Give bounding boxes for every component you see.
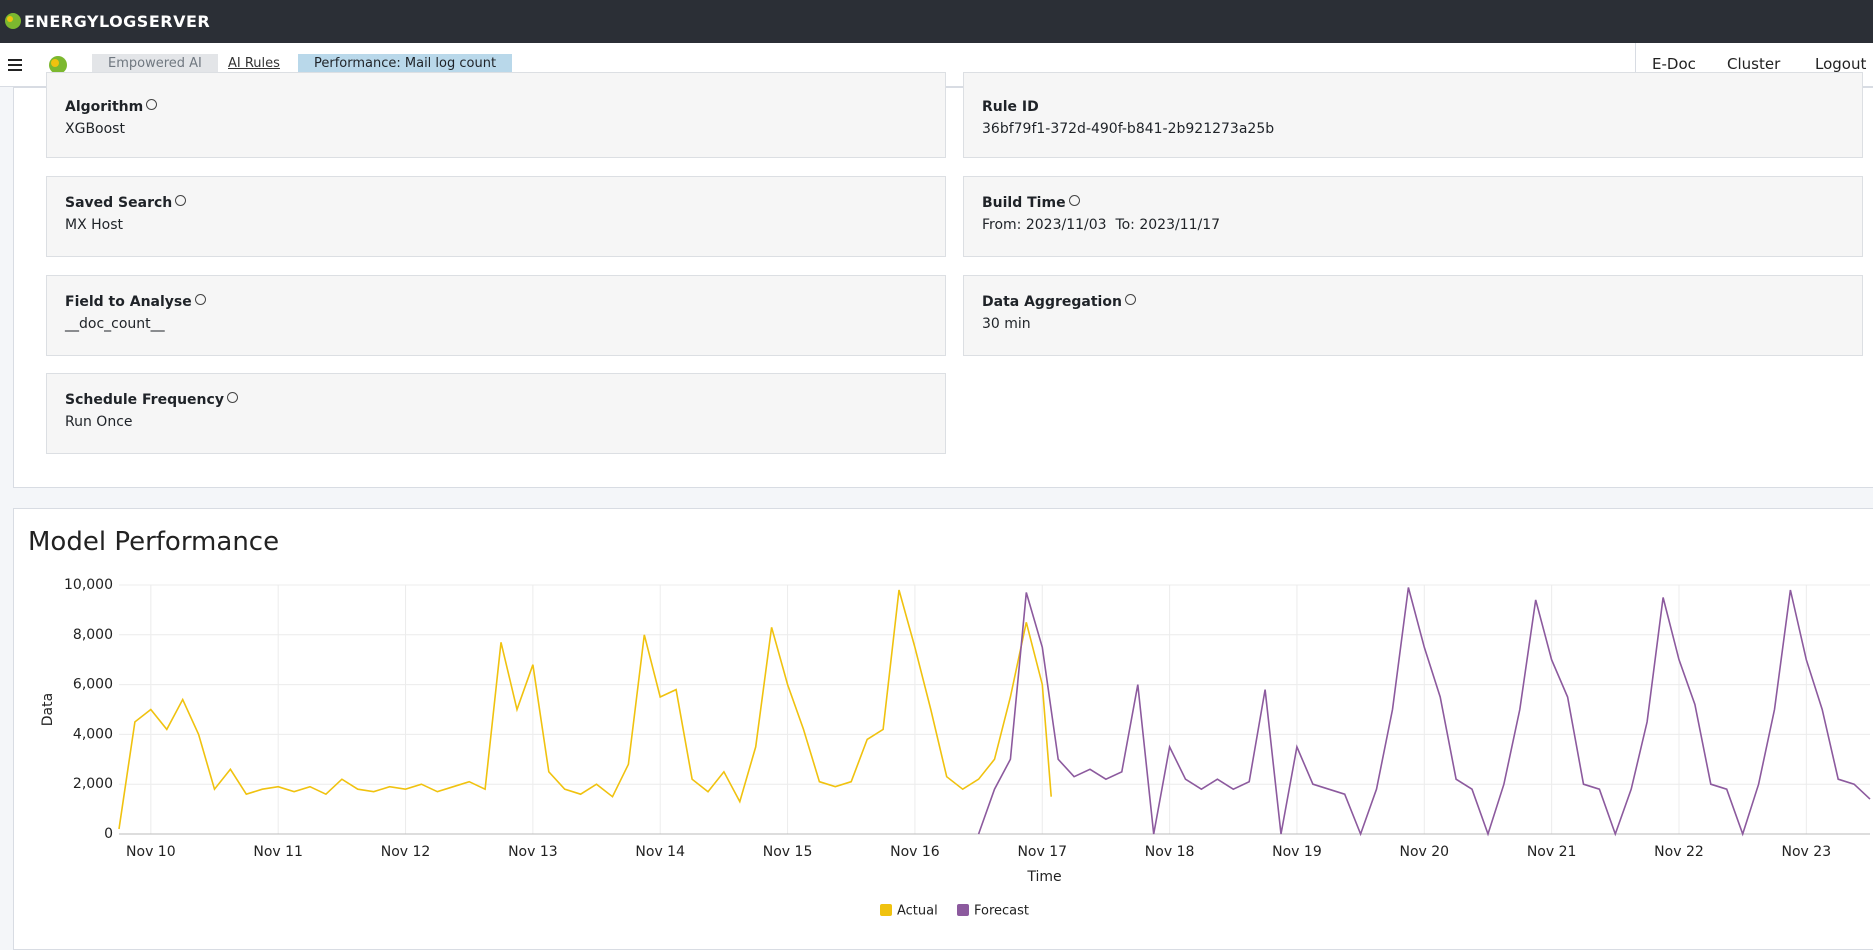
x-tick-label: Nov 16 <box>890 844 940 860</box>
x-tick-label: Nov 21 <box>1527 844 1577 860</box>
nav-link[interactable]: E-Doc <box>1652 55 1696 73</box>
x-tick-label: Nov 18 <box>1145 844 1195 860</box>
menu-icon[interactable] <box>6 55 26 75</box>
x-tick-label: Nov 11 <box>253 844 303 860</box>
legend-label: Forecast <box>974 904 1029 919</box>
x-tick-label: Nov 20 <box>1399 844 1449 860</box>
info-icon[interactable] <box>194 294 206 305</box>
top-bar: ENERGYLOGSERVER <box>0 0 1873 43</box>
field-label: Schedule Frequency <box>65 392 238 408</box>
breadcrumb[interactable]: AI Rules <box>228 56 280 71</box>
nav-link[interactable]: Logout <box>1815 55 1867 73</box>
legend-label: Actual <box>897 904 938 919</box>
info-icon[interactable] <box>1124 294 1136 305</box>
field-card: Field to Analyse __doc_count__ <box>46 275 946 356</box>
x-tick-label: Nov 22 <box>1654 844 1704 860</box>
x-tick-label: Nov 14 <box>635 844 685 860</box>
field-value: 36bf79f1-372d-490f-b841-2b921273a25b <box>982 121 1275 137</box>
info-icon[interactable] <box>175 195 187 206</box>
x-tick-label: Nov 15 <box>763 844 813 860</box>
field-value: 30 min <box>982 316 1031 332</box>
field-label: Saved Search <box>65 195 187 211</box>
field-label: Rule ID <box>982 99 1039 115</box>
field-label: Algorithm <box>65 99 158 115</box>
performance-panel <box>13 508 1873 950</box>
logo: ENERGYLOGSERVER <box>24 12 211 31</box>
line-series <box>977 587 1871 837</box>
panel-title: Model Performance <box>28 527 280 557</box>
field-label-text: Rule ID <box>982 99 1039 115</box>
x-tick-label: Nov 13 <box>508 844 558 860</box>
y-tick-label: 4,000 <box>73 726 113 742</box>
info-icon[interactable] <box>226 392 238 403</box>
field-value: From: 2023/11/03 To: 2023/11/17 <box>982 217 1221 233</box>
home-icon[interactable] <box>46 53 70 77</box>
x-tick-label: Nov 19 <box>1272 844 1322 860</box>
x-tick-label: Nov 23 <box>1782 844 1832 860</box>
field-label: Field to Analyse <box>65 294 206 310</box>
divider <box>1635 43 1636 86</box>
legend-swatch <box>957 904 969 916</box>
field-value: Run Once <box>65 414 133 430</box>
nav-link[interactable]: Cluster <box>1727 55 1781 73</box>
field-label-text: Schedule Frequency <box>65 392 224 408</box>
logo-icon <box>5 13 21 29</box>
field-value: __doc_count__ <box>65 316 165 332</box>
x-tick-label: Nov 17 <box>1017 844 1067 860</box>
y-tick-label: 6,000 <box>73 677 113 693</box>
field-card: Build Time From: 2023/11/03 To: 2023/11/1… <box>963 176 1863 257</box>
field-label-text: Field to Analyse <box>65 294 192 310</box>
y-tick-label: 8,000 <box>73 627 113 643</box>
field-label: Data Aggregation <box>982 294 1136 310</box>
field-label: Build Time <box>982 195 1080 211</box>
x-tick-label: Nov 10 <box>126 844 176 860</box>
y-tick-label: 10,000 <box>64 577 113 593</box>
field-label-text: Build Time <box>982 195 1066 211</box>
field-card: Schedule Frequency Run Once <box>46 373 946 454</box>
field-card: Rule ID 36bf79f1-372d-490f-b841-2b921273a… <box>963 72 1863 158</box>
field-card: Data Aggregation 30 min <box>963 275 1863 356</box>
field-card: Algorithm XGBoost <box>46 72 946 158</box>
field-label-text: Saved Search <box>65 195 173 211</box>
info-icon[interactable] <box>1068 195 1080 206</box>
y-tick-label: 2,000 <box>73 776 113 792</box>
breadcrumb[interactable]: Performance: Mail log count <box>298 54 513 74</box>
field-label-text: Algorithm <box>65 99 144 115</box>
line-series <box>118 589 1052 830</box>
field-label-text: Data Aggregation <box>982 294 1122 310</box>
field-value: MX Host <box>65 217 123 233</box>
field-card: Saved Search MX Host <box>46 176 946 257</box>
breadcrumb[interactable]: Empowered AI <box>92 54 218 74</box>
legend-swatch <box>880 904 892 916</box>
chart: 0 2,000 4,000 6,000 8,000 10,000 Nov 10 Nov 11 N… <box>40 577 1871 919</box>
x-axis-label: Time <box>1026 869 1061 885</box>
y-axis-label: Data <box>40 693 56 726</box>
info-icon[interactable] <box>146 99 158 110</box>
y-tick-label: 0 <box>104 826 113 842</box>
x-tick-label: Nov 12 <box>381 844 431 860</box>
field-value: XGBoost <box>65 121 125 137</box>
